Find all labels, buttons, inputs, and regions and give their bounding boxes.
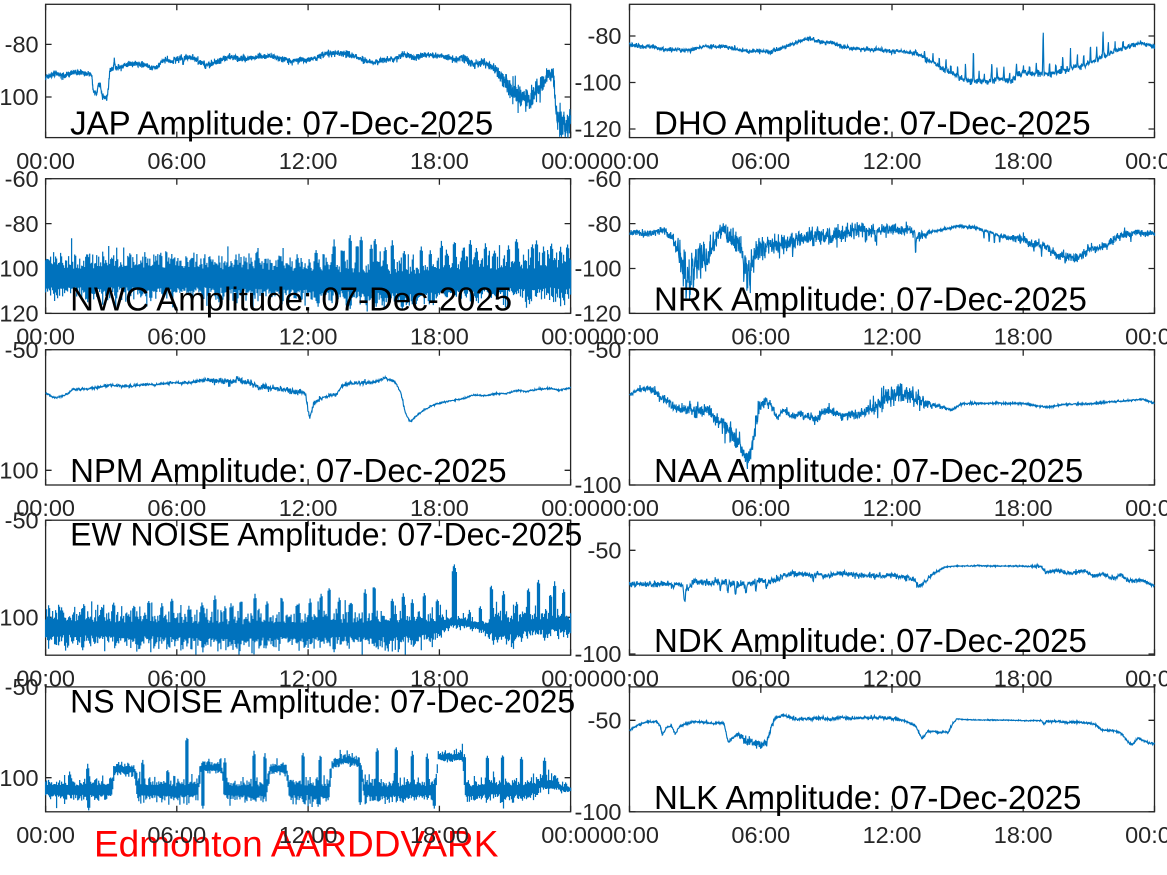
svg-text:00:00: 00:00	[600, 324, 659, 350]
svg-text:-120: -120	[0, 301, 39, 327]
svg-text:-120: -120	[574, 116, 621, 142]
svg-text:-80: -80	[5, 32, 39, 58]
svg-text:00:00: 00:00	[600, 822, 659, 848]
svg-text:06:00: 06:00	[731, 822, 790, 848]
svg-text:06:00: 06:00	[147, 822, 206, 848]
svg-text:Edmonton AARDDVARK: Edmonton AARDDVARK	[94, 824, 499, 865]
svg-text:-120: -120	[574, 301, 621, 327]
svg-text:12:00: 12:00	[863, 148, 922, 174]
svg-text:-100: -100	[574, 799, 621, 825]
svg-text:06:00: 06:00	[731, 148, 790, 174]
svg-text:-50: -50	[5, 674, 39, 700]
svg-text:-100: -100	[0, 605, 39, 631]
svg-text:18:00: 18:00	[410, 495, 469, 521]
svg-text:12:00: 12:00	[863, 324, 922, 350]
svg-text:00:00: 00:00	[541, 495, 600, 521]
svg-text:18:00: 18:00	[410, 324, 469, 350]
svg-text:JAP Amplitude: 07-Dec-2025: JAP Amplitude: 07-Dec-2025	[70, 105, 493, 142]
svg-text:-50: -50	[588, 538, 622, 564]
svg-text:00:00: 00:00	[16, 148, 75, 174]
svg-text:00:00: 00:00	[541, 822, 600, 848]
svg-text:12:00: 12:00	[279, 148, 338, 174]
svg-text:18:00: 18:00	[994, 148, 1053, 174]
svg-text:12:00: 12:00	[279, 495, 338, 521]
svg-text:00:00: 00:00	[1125, 324, 1167, 350]
svg-text:18:00: 18:00	[994, 822, 1053, 848]
svg-text:12:00: 12:00	[279, 822, 338, 848]
svg-text:06:00: 06:00	[147, 495, 206, 521]
svg-text:00:00: 00:00	[600, 148, 659, 174]
svg-text:00:00: 00:00	[16, 495, 75, 521]
svg-text:12:00: 12:00	[279, 324, 338, 350]
svg-text:-60: -60	[5, 166, 39, 192]
svg-text:06:00: 06:00	[731, 324, 790, 350]
svg-text:NLK Amplitude: 07-Dec-2025: NLK Amplitude: 07-Dec-2025	[654, 779, 1081, 816]
svg-text:06:00: 06:00	[147, 148, 206, 174]
svg-text:18:00: 18:00	[410, 822, 469, 848]
svg-text:NPM Amplitude: 07-Dec-2025: NPM Amplitude: 07-Dec-2025	[70, 452, 507, 489]
svg-text:06:00: 06:00	[731, 495, 790, 521]
svg-text:-100: -100	[0, 84, 39, 110]
svg-text:00:00: 00:00	[600, 495, 659, 521]
svg-text:-80: -80	[588, 211, 622, 237]
svg-text:-50: -50	[5, 337, 39, 363]
svg-text:18:00: 18:00	[994, 495, 1053, 521]
svg-text:NWC Amplitude: 07-Dec-2025: NWC Amplitude: 07-Dec-2025	[70, 280, 512, 317]
svg-text:-80: -80	[588, 23, 622, 49]
svg-text:-80: -80	[5, 211, 39, 237]
svg-text:DHO Amplitude: 07-Dec-2025: DHO Amplitude: 07-Dec-2025	[654, 105, 1091, 142]
svg-text:00:00: 00:00	[541, 324, 600, 350]
svg-text:EW NOISE Amplitude: 07-Dec-202: EW NOISE Amplitude: 07-Dec-2025	[70, 517, 582, 553]
svg-text:06:00: 06:00	[147, 324, 206, 350]
svg-text:00:00: 00:00	[1125, 495, 1167, 521]
svg-text:NAA Amplitude: 07-Dec-2025: NAA Amplitude: 07-Dec-2025	[654, 452, 1083, 489]
svg-text:00:00: 00:00	[16, 324, 75, 350]
svg-text:-100: -100	[0, 765, 39, 791]
svg-text:NS NOISE Amplitude: 07-Dec-202: NS NOISE Amplitude: 07-Dec-2025	[70, 683, 575, 719]
svg-text:NRK Amplitude: 07-Dec-2025: NRK Amplitude: 07-Dec-2025	[654, 280, 1087, 317]
svg-text:00:00: 00:00	[1125, 148, 1167, 174]
svg-text:-100: -100	[574, 641, 621, 667]
svg-text:00:00: 00:00	[1125, 822, 1167, 848]
svg-text:-100: -100	[0, 458, 39, 484]
svg-text:18:00: 18:00	[994, 324, 1053, 350]
svg-text:-100: -100	[0, 256, 39, 282]
svg-text:00:00: 00:00	[16, 822, 75, 848]
svg-text:NDK Amplitude: 07-Dec-2025: NDK Amplitude: 07-Dec-2025	[654, 622, 1087, 659]
svg-text:-50: -50	[588, 337, 622, 363]
svg-text:-50: -50	[588, 708, 622, 734]
svg-text:-50: -50	[5, 507, 39, 533]
svg-text:-60: -60	[588, 166, 622, 192]
svg-text:12:00: 12:00	[863, 822, 922, 848]
svg-text:-100: -100	[574, 70, 621, 96]
svg-text:-100: -100	[574, 256, 621, 282]
svg-text:-100: -100	[574, 472, 621, 498]
svg-text:12:00: 12:00	[863, 495, 922, 521]
svg-text:18:00: 18:00	[410, 148, 469, 174]
svg-text:00:00: 00:00	[541, 148, 600, 174]
